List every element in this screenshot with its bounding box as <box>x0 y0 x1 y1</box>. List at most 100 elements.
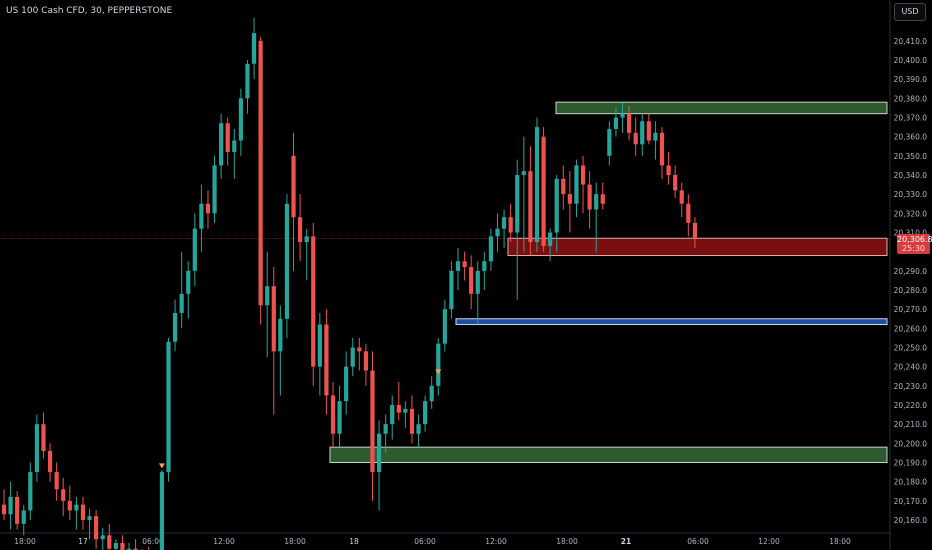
candle-body <box>28 472 33 511</box>
candle-body <box>436 343 441 386</box>
candle-body <box>396 405 401 413</box>
candle-body <box>469 267 474 294</box>
candle-body <box>67 500 72 511</box>
candle-body <box>659 132 665 166</box>
signal-marker <box>435 369 442 375</box>
candle-body <box>679 190 684 204</box>
candle-body <box>534 127 540 243</box>
candle-body <box>291 155 296 218</box>
candle-body <box>21 510 26 524</box>
candle-body <box>192 228 197 271</box>
candle-body <box>541 136 546 246</box>
x-tick-label: 06:00 <box>687 537 709 546</box>
candle-body <box>54 472 59 490</box>
candle-body <box>646 121 651 141</box>
candle-body <box>271 286 276 352</box>
candle-body <box>508 217 513 233</box>
candle-body <box>528 171 533 243</box>
candle-body <box>363 351 368 371</box>
last-price-label: 20,306.8 25:30 <box>897 234 932 254</box>
x-tick-label: 18 <box>349 537 359 546</box>
y-tick-label: 20,200.0 <box>894 439 928 448</box>
candle-body <box>482 261 487 271</box>
candle-body <box>41 424 46 451</box>
candle-body <box>423 401 428 425</box>
candle-body <box>561 178 566 195</box>
x-tick-label: 12:00 <box>758 537 780 546</box>
candle-body <box>15 497 20 524</box>
candle-body <box>495 228 500 237</box>
candle-body <box>278 318 283 352</box>
y-tick-label: 20,210.0 <box>894 420 928 429</box>
candle-body <box>620 113 625 118</box>
candle-body <box>166 341 171 473</box>
bar-countdown: 25:30 <box>901 244 926 253</box>
candle-body <box>330 395 336 434</box>
candle-body <box>87 516 92 520</box>
candle-body <box>376 433 382 473</box>
signal-marker <box>158 463 165 469</box>
y-tick-label: 20,320.0 <box>894 209 928 218</box>
candle-body <box>311 236 316 367</box>
candle-body <box>80 504 86 520</box>
candle-body <box>350 347 355 367</box>
candle-body <box>357 347 362 352</box>
y-tick-label: 20,190.0 <box>894 459 928 468</box>
candle-body <box>613 117 619 129</box>
candle-body <box>409 408 415 434</box>
candle-body <box>34 424 39 473</box>
candle-body <box>554 178 559 233</box>
zone-green <box>555 101 888 115</box>
candle-body <box>574 165 579 204</box>
candle-body <box>225 123 230 152</box>
candle-body <box>449 270 454 310</box>
candle-body <box>94 516 99 540</box>
candle-body <box>633 132 638 145</box>
candle-body <box>600 194 605 204</box>
candle-body <box>126 548 132 550</box>
y-tick-label: 20,230.0 <box>894 382 928 391</box>
candle-body <box>416 424 421 434</box>
candle-body <box>594 194 599 210</box>
y-tick-label: 20,270.0 <box>894 305 928 314</box>
candle-body <box>344 366 349 402</box>
candle-body <box>337 401 342 434</box>
candle-body <box>159 472 165 550</box>
candle-body <box>245 63 250 99</box>
y-tick-label: 20,340.0 <box>894 171 928 180</box>
x-tick-label: 06:00 <box>414 537 436 546</box>
currency-button[interactable]: USD <box>894 3 926 21</box>
candle-body <box>686 203 691 223</box>
candle-body <box>501 217 507 229</box>
y-tick-label: 20,380.0 <box>894 94 928 103</box>
candle-body <box>580 165 586 185</box>
x-tick-label: 12:00 <box>485 537 507 546</box>
candle-body <box>120 543 125 550</box>
candle-body <box>8 497 13 515</box>
candle-body <box>442 309 447 344</box>
candle-body <box>429 385 434 402</box>
candle-body <box>74 504 79 511</box>
x-tick-label: 18:00 <box>284 537 306 546</box>
candle-body <box>205 203 211 214</box>
symbol-title: US 100 Cash CFD, 30, PEPPERSTONE <box>6 6 173 16</box>
candle-body <box>515 175 520 233</box>
candle-body <box>179 293 184 313</box>
y-tick-label: 20,160.0 <box>894 516 928 525</box>
x-tick-label: 06:00 <box>142 537 164 546</box>
candle-body <box>1 504 7 515</box>
candle-body <box>172 313 178 342</box>
y-tick-label: 20,410.0 <box>894 37 928 46</box>
candle-body <box>219 123 224 166</box>
candle-body <box>587 184 592 210</box>
candle-body <box>521 171 526 175</box>
candle-body <box>298 217 303 243</box>
candle-body <box>284 203 290 319</box>
zone-red <box>507 237 888 256</box>
x-tick-label: 18:00 <box>829 537 851 546</box>
candle-body <box>475 270 480 294</box>
candle-body <box>673 175 678 191</box>
candle-body <box>666 165 671 175</box>
candle-body <box>370 370 375 473</box>
